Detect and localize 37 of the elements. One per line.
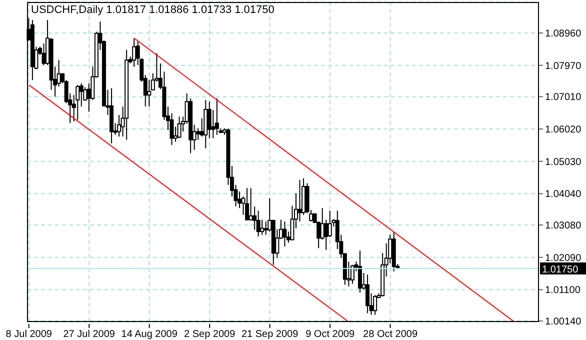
y-tick-label: 1.07010 [545, 92, 582, 104]
y-tick-label: 1.07970 [545, 60, 582, 72]
candlestick [256, 210, 260, 237]
y-tick-label: 1.03080 [545, 220, 582, 232]
candlestick [245, 188, 250, 221]
candlestick [248, 188, 253, 221]
ref-line-label: 1.01750 [542, 264, 579, 276]
y-tick-label: 1.05030 [545, 156, 582, 168]
candlestick [328, 210, 332, 238]
y-tick-label: 1.02090 [545, 252, 582, 264]
candlestick [373, 294, 378, 316]
candlestick [358, 250, 362, 294]
x-tick-label: 8 Jul 2009 [6, 329, 52, 340]
candlestick [132, 38, 136, 68]
candlestick [177, 116, 182, 139]
candlestick [350, 264, 354, 284]
candlestick [196, 128, 200, 140]
candlestick [260, 219, 264, 236]
x-tick-label: 2 Sep 2009 [184, 329, 236, 340]
x-tick-label: 9 Oct 2009 [306, 329, 355, 340]
candlestick [76, 84, 80, 120]
candlestick [207, 101, 212, 139]
candlestick [366, 274, 370, 314]
y-tick-label: 1.06020 [545, 124, 582, 136]
y-tick-label: 1.04040 [545, 189, 582, 200]
candlestick [214, 98, 219, 136]
x-tick-label: 14 Aug 2009 [121, 329, 178, 340]
y-tick-label: 1.00140 [545, 316, 582, 328]
x-tick-label: 27 Jul 2009 [63, 329, 116, 340]
x-tick-label: 21 Sep 2009 [241, 329, 299, 340]
chart-title: USDCHF,Daily 1.01817 1.01886 1.01733 1.01750 [31, 4, 274, 16]
y-tick-label: 1.08960 [545, 28, 582, 40]
y-tick-label: 1.01100 [545, 285, 581, 296]
candlestick [147, 80, 152, 107]
candlestick [282, 220, 287, 248]
candlestick [264, 220, 268, 236]
x-tick-label: 28 Oct 2009 [363, 329, 418, 340]
